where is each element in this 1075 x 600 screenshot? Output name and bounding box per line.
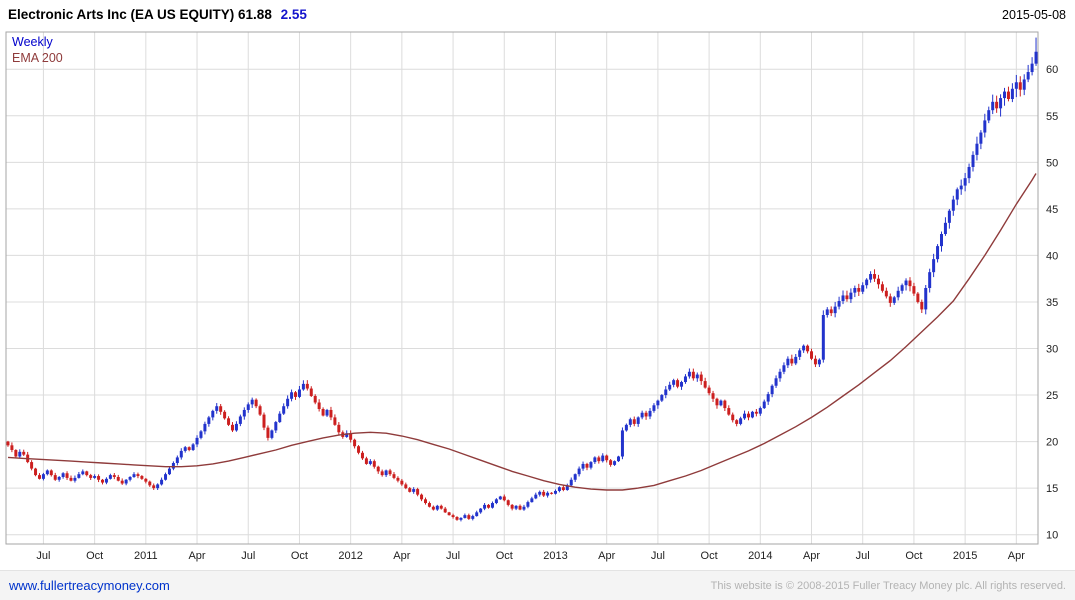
svg-text:Oct: Oct: [905, 550, 922, 562]
svg-text:35: 35: [1046, 297, 1058, 309]
svg-text:Apr: Apr: [393, 550, 410, 562]
svg-text:2012: 2012: [338, 550, 362, 562]
svg-text:15: 15: [1046, 483, 1058, 495]
svg-text:Apr: Apr: [188, 550, 205, 562]
svg-text:10: 10: [1046, 530, 1058, 542]
svg-text:45: 45: [1046, 204, 1058, 216]
svg-text:60: 60: [1046, 64, 1058, 76]
svg-text:Jul: Jul: [36, 550, 50, 562]
svg-text:Oct: Oct: [291, 550, 308, 562]
svg-text:30: 30: [1046, 344, 1058, 356]
svg-text:55: 55: [1046, 111, 1058, 123]
svg-text:50: 50: [1046, 157, 1058, 169]
svg-text:Oct: Oct: [496, 550, 513, 562]
svg-text:Jul: Jul: [241, 550, 255, 562]
instrument-title: Electronic Arts Inc (EA US EQUITY) 61.88: [8, 7, 272, 22]
footer-bar: www.fullertreacymoney.com This website i…: [0, 570, 1075, 600]
legend-weekly-label: Weekly: [12, 35, 53, 49]
chart-area: 10 15 20 25 30 35 40 45 50 55 60 Jul Oct 2011 Apr Jul Oc…: [0, 28, 1075, 568]
svg-text:Oct: Oct: [701, 550, 718, 562]
svg-text:Apr: Apr: [598, 550, 615, 562]
svg-text:Apr: Apr: [803, 550, 820, 562]
chart-date: 2015-05-08: [1002, 8, 1066, 22]
svg-text:2013: 2013: [543, 550, 567, 562]
website-link[interactable]: www.fullertreacymoney.com: [9, 578, 170, 593]
svg-text:20: 20: [1046, 437, 1058, 449]
svg-text:Jul: Jul: [651, 550, 665, 562]
svg-text:Oct: Oct: [86, 550, 103, 562]
legend-ema-label: EMA 200: [12, 51, 63, 65]
svg-text:25: 25: [1046, 390, 1058, 402]
chart-legend: Weekly EMA 200: [12, 34, 63, 66]
copyright-text: This website is © 2008-2015 Fuller Treac…: [710, 579, 1066, 592]
svg-text:40: 40: [1046, 250, 1058, 262]
svg-text:2011: 2011: [134, 550, 158, 562]
chart-header: Electronic Arts Inc (EA US EQUITY) 61.88…: [0, 0, 1075, 28]
price-change: 2.55: [280, 7, 307, 22]
svg-text:2015: 2015: [953, 550, 977, 562]
svg-text:Jul: Jul: [446, 550, 460, 562]
svg-text:Apr: Apr: [1008, 550, 1025, 562]
candlestick-chart: 10 15 20 25 30 35 40 45 50 55 60 Jul Oct 2011 Apr Jul Oc…: [5, 31, 1058, 562]
svg-text:2014: 2014: [748, 550, 772, 562]
svg-text:Jul: Jul: [856, 550, 870, 562]
chart-title: Electronic Arts Inc (EA US EQUITY) 61.88…: [8, 7, 307, 22]
